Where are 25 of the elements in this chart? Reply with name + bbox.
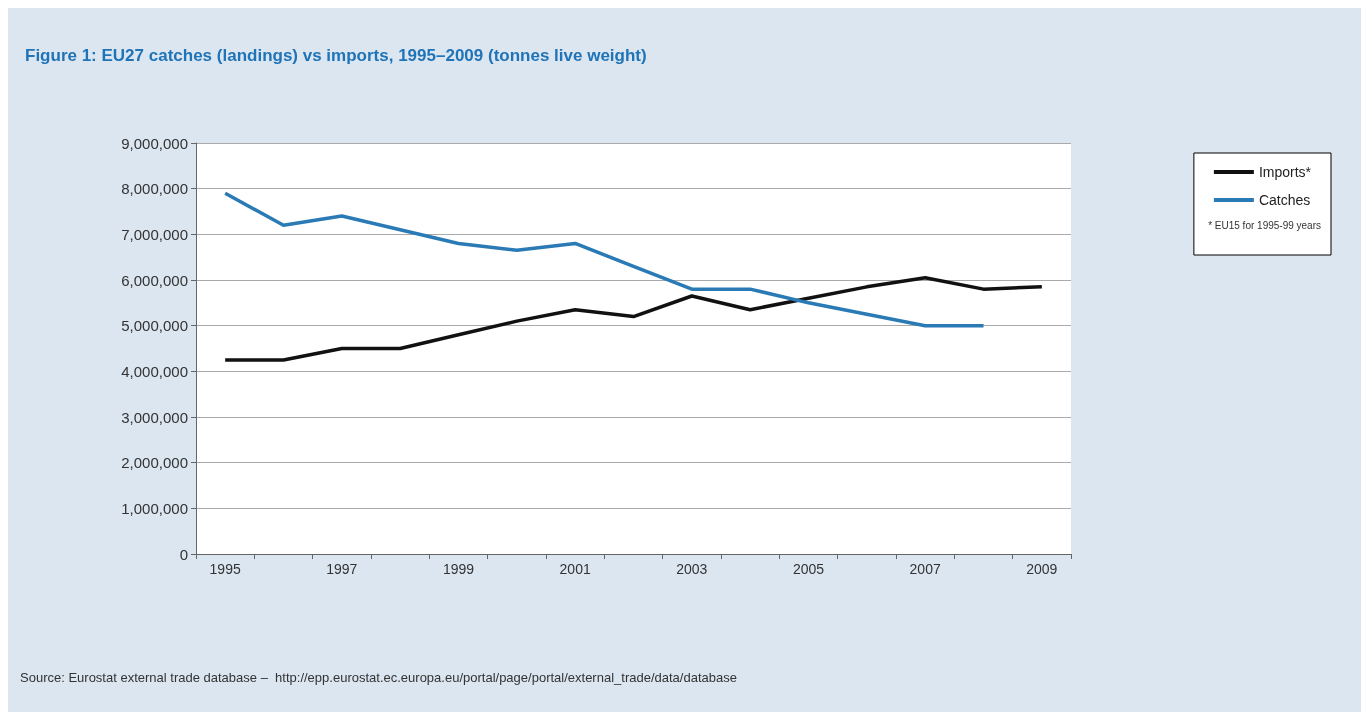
y-tick-label: 6,000,000: [121, 271, 188, 289]
legend-label: Catches: [1258, 192, 1311, 208]
x-tick-label: 2009: [1026, 561, 1058, 577]
y-tick-label: 9,000,000: [121, 134, 188, 152]
x-tick-label: 2007: [909, 561, 941, 577]
y-tick-label: 5,000,000: [121, 317, 188, 335]
x-tick-label: 1999: [442, 561, 475, 577]
legend-label: Imports*: [1258, 164, 1312, 180]
y-tick-label: 0: [179, 545, 188, 563]
y-tick-label: 4,000,000: [121, 362, 188, 380]
y-tick-label: 7,000,000: [121, 225, 188, 243]
x-tick-label: 1997: [326, 561, 358, 577]
source-note: Source: Eurostat external trade database – http://epp.eurostat.ec.europa.eu/portal/page/portal/external_trade/data/database: [20, 670, 737, 685]
x-tick-label: 2005: [792, 561, 825, 577]
y-tick-label: 1,000,000: [121, 499, 188, 517]
x-tick-label: 2003: [676, 561, 708, 577]
y-tick-label: 3,000,000: [121, 408, 188, 426]
x-tick-label: 1995: [209, 561, 241, 577]
line-series: [223, 191, 986, 328]
line-series: [223, 275, 1044, 362]
y-tick-label: 2,000,000: [121, 454, 188, 472]
x-tick-label: 2001: [559, 561, 591, 577]
text: * EU15 for 1995-99 years: [1208, 219, 1321, 231]
y-tick-label: 8,000,000: [121, 180, 188, 198]
chart-title: Figure 1: EU27 catches (landings) vs imports, 1995–2009 (tonnes live weight): [25, 46, 647, 65]
